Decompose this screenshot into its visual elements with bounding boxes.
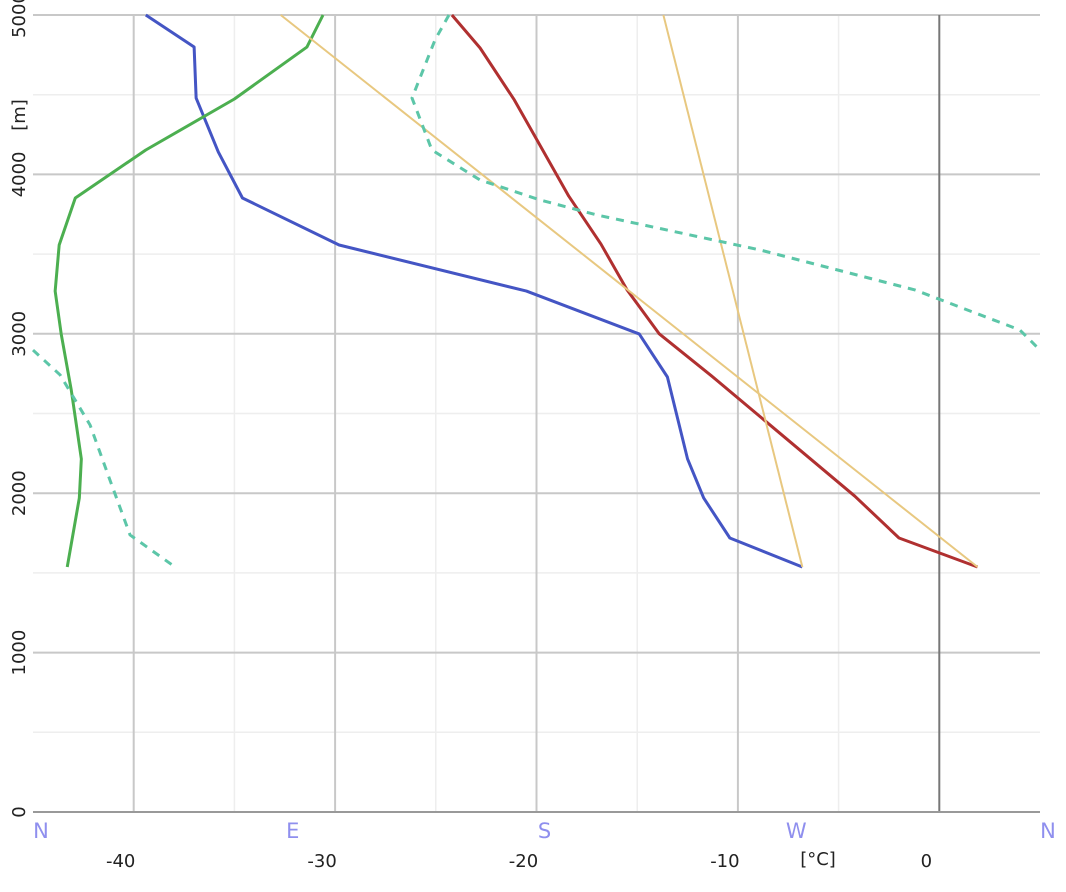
series-line <box>53 14 325 568</box>
x2-tick-label: W <box>786 819 807 843</box>
x-unit: [°C] <box>800 849 836 870</box>
series-line <box>662 14 804 568</box>
series-line <box>280 14 979 568</box>
series-line <box>450 14 979 569</box>
x-tick-label: -40 <box>106 851 135 872</box>
y-tick-label: 0 <box>9 806 30 817</box>
y-tick-label: 4000 <box>9 151 30 197</box>
x-tick-label: -10 <box>710 851 739 872</box>
x-tick-label: -20 <box>509 851 538 872</box>
x2-tick-label: N <box>1040 819 1056 843</box>
y-tick-label: 3000 <box>9 311 30 357</box>
series-line <box>144 13 803 569</box>
y-tick-label: 1000 <box>9 630 30 676</box>
x2-tick-label: E <box>286 819 299 843</box>
y-tick-label: 2000 <box>9 470 30 516</box>
x2-tick-label: N <box>33 819 49 843</box>
x2-tick-label: S <box>538 819 551 843</box>
series-line <box>31 14 1042 569</box>
y-tick-label: 5000 <box>9 0 30 38</box>
y-unit: [m] <box>9 99 30 131</box>
x-tick-label: -30 <box>307 851 336 872</box>
x-tick-label: 0 <box>921 851 932 872</box>
